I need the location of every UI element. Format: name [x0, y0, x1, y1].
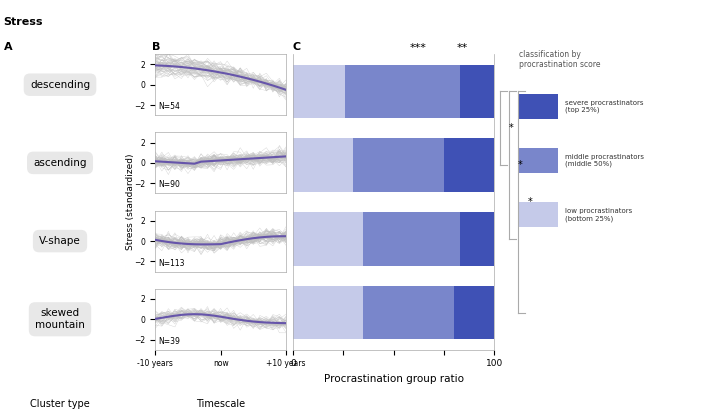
Text: N=113: N=113	[159, 259, 185, 268]
Text: Stress (standardized): Stress (standardized)	[126, 154, 135, 250]
Bar	[293, 212, 364, 266]
Bar	[460, 212, 494, 266]
Text: *: *	[518, 160, 523, 170]
Text: classification by
procrastination score: classification by procrastination score	[519, 50, 600, 70]
Bar	[293, 286, 364, 339]
Text: C: C	[293, 42, 301, 52]
Text: Cluster type: Cluster type	[30, 399, 90, 409]
Text: A: A	[4, 42, 12, 52]
X-axis label: Procrastination group ratio: Procrastination group ratio	[323, 374, 464, 384]
Bar	[364, 212, 460, 266]
Text: skewed
mountain: skewed mountain	[35, 309, 85, 330]
Text: B: B	[152, 42, 160, 52]
Bar	[293, 138, 354, 192]
Text: N=39: N=39	[159, 337, 181, 346]
Text: middle procrastinators
(middle 50%): middle procrastinators (middle 50%)	[565, 154, 644, 167]
Text: Stress: Stress	[4, 17, 43, 27]
Text: *: *	[527, 197, 532, 207]
Text: N=54: N=54	[159, 102, 181, 111]
Bar	[354, 138, 444, 192]
Text: Timescale: Timescale	[196, 399, 245, 409]
Text: N=90: N=90	[159, 180, 181, 189]
Bar	[460, 65, 494, 118]
Text: *: *	[509, 123, 514, 133]
Text: low procrastinators
(bottom 25%): low procrastinators (bottom 25%)	[565, 208, 632, 221]
Text: V-shape: V-shape	[39, 236, 81, 246]
Bar	[293, 65, 345, 118]
Text: severe procrastinators
(top 25%): severe procrastinators (top 25%)	[565, 100, 643, 113]
Text: ascending: ascending	[33, 158, 87, 168]
Text: **: **	[456, 43, 467, 53]
Bar	[444, 138, 494, 192]
Text: ***: ***	[409, 43, 426, 53]
Bar	[364, 286, 454, 339]
Text: descending: descending	[30, 80, 90, 90]
Bar	[454, 286, 494, 339]
Bar	[345, 65, 460, 118]
